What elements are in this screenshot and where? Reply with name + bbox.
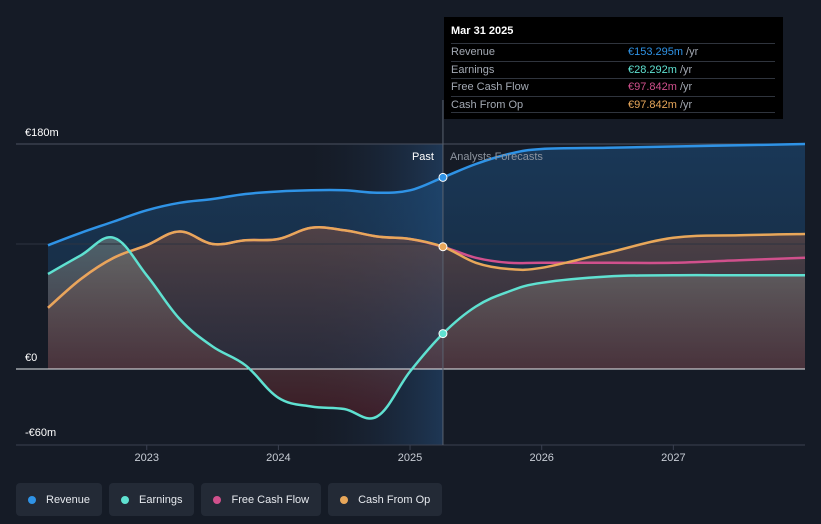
tooltip: Mar 31 2025 Revenue €153.295m /yr Earnin… <box>444 17 783 119</box>
point-revenue <box>438 172 448 182</box>
point-cash-from-op <box>438 242 448 252</box>
legend-label: Earnings <box>139 493 183 506</box>
legend: Revenue Earnings Free Cash Flow Cash Fro… <box>16 483 443 516</box>
legend-dot-icon <box>213 495 222 504</box>
tooltip-label: Free Cash Flow <box>451 81 529 93</box>
tooltip-date: Mar 31 2025 <box>451 25 514 37</box>
tooltip-unit: /yr <box>679 63 693 76</box>
x-tick-label: 2024 <box>266 452 290 464</box>
past-label: Past <box>412 151 434 163</box>
tooltip-value: €97.842m <box>628 81 677 93</box>
x-tick-label: 2025 <box>398 452 422 464</box>
tooltip-row-cash-from-op: Cash From Op €97.842m /yr <box>451 95 775 113</box>
x-tick-label: 2027 <box>661 452 685 464</box>
tooltip-label: Earnings <box>451 63 495 76</box>
tooltip-label: Cash From Op <box>451 98 524 111</box>
legend-dot-icon <box>340 495 349 504</box>
tooltip-value: €153.295m <box>628 46 684 58</box>
forecast-label: Analysts Forecasts <box>450 151 543 163</box>
y-tick-label: €0 <box>25 352 37 364</box>
legend-item-earnings[interactable]: Earnings <box>109 483 195 516</box>
series-line-cash-from-op <box>47 226 806 309</box>
series-line-revenue <box>47 142 806 247</box>
x-tick-label: 2026 <box>529 452 553 464</box>
legend-item-revenue[interactable]: Revenue <box>16 483 103 516</box>
tooltip-label: Revenue <box>451 46 496 58</box>
legend-dot-icon <box>121 495 130 504</box>
area-earnings <box>48 237 805 419</box>
tooltip-value: €97.842m <box>628 98 677 111</box>
legend-label: Free Cash Flow <box>231 493 310 506</box>
tooltip-value: €28.292m <box>628 63 677 76</box>
y-tick-label: -€60m <box>25 427 56 439</box>
tooltip-unit: /yr <box>686 46 699 58</box>
legend-label: Cash From Op <box>358 493 431 506</box>
tooltip-row-earnings: Earnings €28.292m /yr <box>451 60 775 79</box>
tooltip-row-revenue: Revenue €153.295m /yr <box>451 43 775 61</box>
tooltip-row-free-cash-flow: Free Cash Flow €97.842m /yr <box>451 78 775 96</box>
tooltip-unit: /yr <box>679 81 693 93</box>
legend-item-free-cash-flow[interactable]: Free Cash Flow <box>201 483 322 516</box>
y-tick-label: €180m <box>25 127 59 139</box>
tooltip-unit: /yr <box>679 98 693 111</box>
legend-item-cash-from-op[interactable]: Cash From Op <box>328 483 443 516</box>
series-line-earnings <box>47 236 805 420</box>
legend-dot-icon <box>28 495 36 504</box>
legend-label: Revenue <box>46 493 91 506</box>
point-earnings <box>438 329 448 339</box>
x-tick-label: 2023 <box>134 452 158 464</box>
